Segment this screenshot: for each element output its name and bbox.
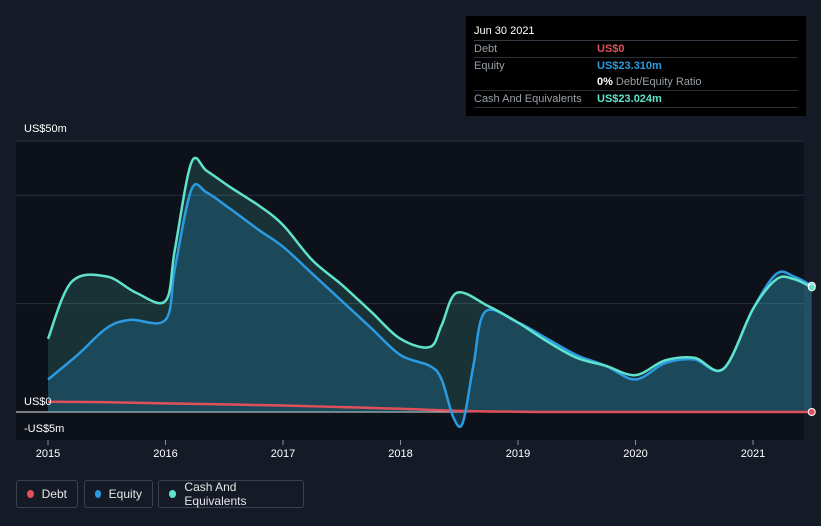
tooltip-ratio-percent: 0% xyxy=(597,76,613,88)
plot-background xyxy=(16,141,804,440)
x-tick-label-2018: 2018 xyxy=(388,448,412,460)
series-lines xyxy=(46,156,813,429)
cash-end-marker xyxy=(807,283,816,292)
legend-item-debt[interactable]: Debt xyxy=(16,480,78,508)
equity-line xyxy=(47,183,813,429)
tooltip-row-debt: Debt US$0 xyxy=(474,41,798,58)
legend-debt-label: Debt xyxy=(41,487,67,501)
legend-equity-label: Equity xyxy=(108,487,142,501)
tooltip-date: Jun 30 2021 xyxy=(474,23,798,41)
gridlines xyxy=(16,140,804,413)
y-tick-label-zero: US$0 xyxy=(24,396,52,408)
x-tick-label-2019: 2019 xyxy=(506,448,530,460)
x-tick-label-2021: 2021 xyxy=(741,448,765,460)
debt-dot-icon xyxy=(27,490,34,498)
tooltip-ratio-label: Debt/Equity Ratio xyxy=(615,76,702,88)
tooltip-equity-label: Equity xyxy=(474,60,505,72)
tooltip-row-cash: Cash And Equivalents US$23.024m xyxy=(474,91,798,108)
x-tick-label-2015: 2015 xyxy=(36,448,60,460)
debt-end-marker xyxy=(807,408,816,416)
cash-dot-icon xyxy=(169,490,177,498)
x-tick-label-2017: 2017 xyxy=(271,448,295,460)
legend-item-equity[interactable]: Equity xyxy=(84,480,153,508)
cash-area xyxy=(48,157,812,412)
cash-line xyxy=(46,156,813,377)
equity-area xyxy=(48,184,812,427)
y-tick-label-top: US$50m xyxy=(24,123,67,135)
tooltip-row-equity: Equity US$23.310m xyxy=(474,58,798,74)
data-tooltip: Jun 30 2021 Debt US$0 Equity US$23.310m … xyxy=(466,16,806,116)
legend-item-cash[interactable]: Cash And Equivalents xyxy=(158,480,304,508)
debt-line xyxy=(47,400,812,414)
tooltip-debt-value: US$0 xyxy=(597,43,625,55)
tooltip-equity-value: US$23.310m xyxy=(597,60,662,72)
series-end-markers xyxy=(807,281,816,416)
tooltip-row-ratio: 0% Debt/Equity Ratio xyxy=(474,74,798,91)
tooltip-cash-value: US$23.024m xyxy=(597,93,662,105)
tooltip-debt-label: Debt xyxy=(474,43,498,55)
y-tick-label-bottom: -US$5m xyxy=(24,423,64,435)
tooltip-cash-label: Cash And Equivalents xyxy=(474,93,582,105)
x-tick-label-2020: 2020 xyxy=(623,448,647,460)
legend-cash-label: Cash And Equivalents xyxy=(184,480,247,508)
x-tick-label-2016: 2016 xyxy=(153,448,177,460)
equity-dot-icon xyxy=(95,490,101,498)
series-areas xyxy=(48,157,812,427)
x-axis-ticks: 2015 2016 2017 2018 2019 2020 2021 xyxy=(36,440,765,460)
